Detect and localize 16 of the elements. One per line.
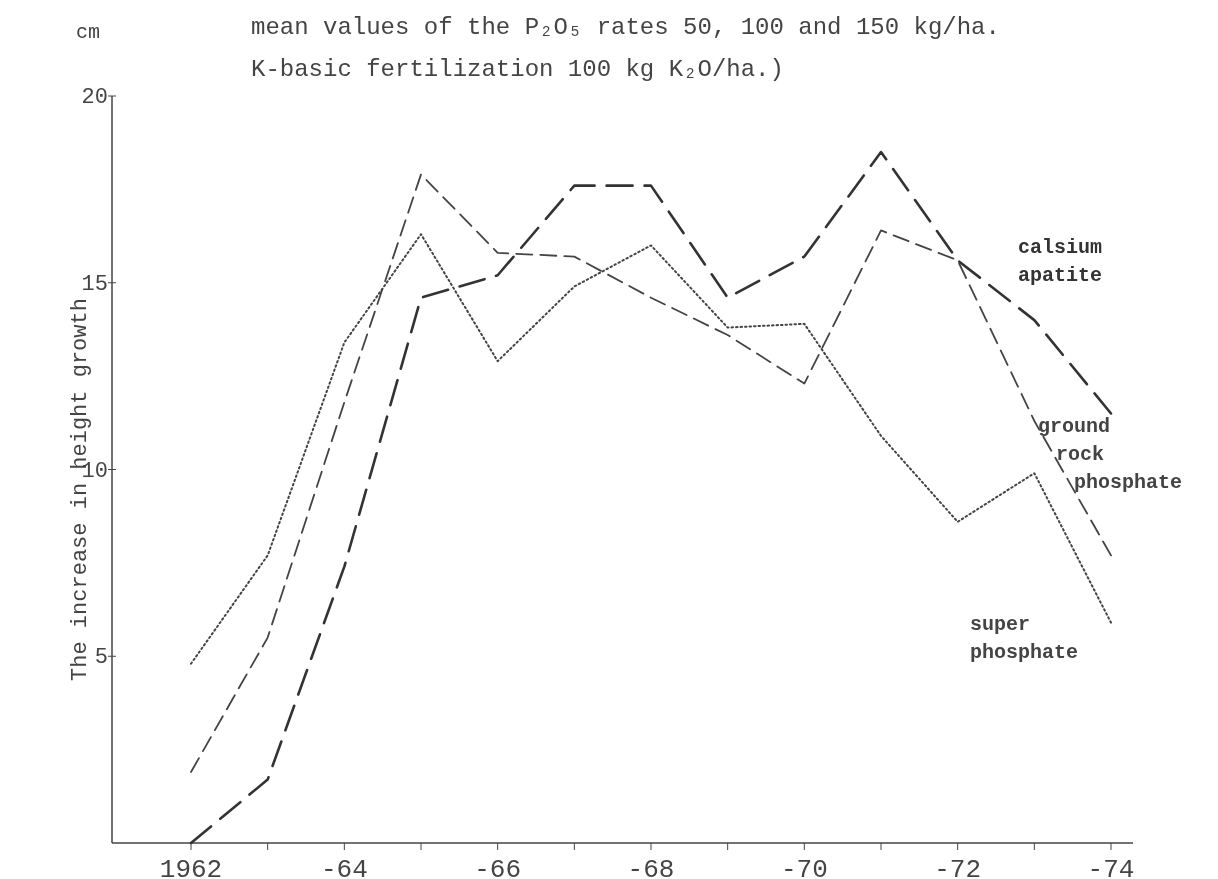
y-tick-label: 15	[81, 271, 108, 297]
y-tick-label: 5	[94, 645, 108, 671]
x-tick-label: -70	[780, 855, 828, 879]
chart-title: mean values of the P₂O₅ rates 50, 100 and 150 kg/ha.	[251, 14, 1000, 41]
series-label: calsium apatite	[1018, 236, 1103, 287]
y-tick-label: 20	[81, 85, 108, 110]
chart-subtitle: K-basic fertilization 100 kg K₂O/ha.)	[251, 56, 784, 83]
series-label: super phosphate	[970, 613, 1079, 664]
x-tick-label: -68	[627, 855, 675, 879]
x-tick-label: -66	[474, 855, 522, 879]
text: cm	[76, 21, 101, 44]
x-tick-label: 1962	[159, 855, 223, 879]
x-tick-label: -72	[934, 855, 982, 879]
series-label: ground rock phosphate	[1038, 415, 1183, 494]
x-tick-label: -74	[1087, 855, 1135, 879]
x-tick-label: -64	[320, 855, 368, 879]
